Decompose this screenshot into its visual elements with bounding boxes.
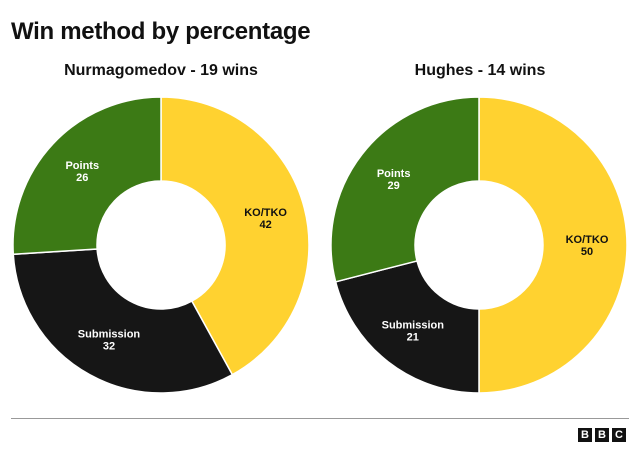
slice-label: KO/TKO xyxy=(566,234,609,246)
donut-charts: KO/TKO42Submission32Points26KO/TKO50Subm… xyxy=(12,96,628,394)
slice-nurmagomedov-ko-tko xyxy=(160,96,310,376)
slice-hughes-points xyxy=(330,96,480,283)
bbc-logo: B B C xyxy=(578,428,626,442)
chart-title-nurmagomedov: Nurmagomedov - 19 wins xyxy=(64,62,258,79)
slice-value: 29 xyxy=(388,180,400,192)
page-title: Win method by percentage xyxy=(11,18,311,45)
slice-label: Submission xyxy=(382,319,445,331)
footer-divider xyxy=(11,418,629,419)
slice-value: 50 xyxy=(581,246,593,258)
slice-label: Points xyxy=(65,160,99,172)
slice-label: Submission xyxy=(78,329,141,341)
slice-hughes-ko-tko xyxy=(478,96,628,394)
bbc-logo-letter: B xyxy=(578,428,592,442)
charts-area: KO/TKO 42 Submission 32 Points 26 KO/TKO 50 Subm… xyxy=(0,58,640,403)
slice-value: 26 xyxy=(76,172,88,184)
slice-value: 42 xyxy=(259,219,271,231)
chart-title-hughes: Hughes - 14 wins xyxy=(414,62,546,79)
slice-nurmagomedov-submission xyxy=(12,248,234,394)
slice-value: 32 xyxy=(103,341,115,353)
bbc-logo-letter: B xyxy=(595,428,609,442)
slice-label: Points xyxy=(377,168,411,180)
slice-label: KO/TKO xyxy=(244,207,287,219)
slice-hughes-submission xyxy=(334,260,480,394)
slice-nurmagomedov-points xyxy=(12,96,162,256)
slice-value: 21 xyxy=(407,331,419,343)
bbc-logo-letter: C xyxy=(612,428,626,442)
